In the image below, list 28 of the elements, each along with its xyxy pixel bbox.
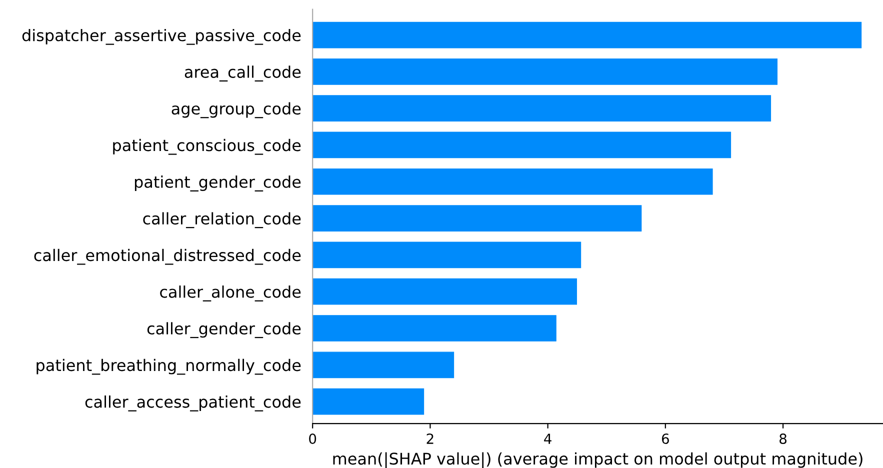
y-tick-label: patient_gender_code <box>134 176 301 192</box>
bar <box>312 95 772 122</box>
bar <box>312 388 424 415</box>
bar <box>312 132 732 158</box>
bar <box>312 315 556 342</box>
y-tick-label: caller_relation_code <box>143 212 301 228</box>
bar <box>312 278 577 305</box>
y-tick-label: caller_access_patient_code <box>85 395 301 412</box>
x-tick-label: 4 <box>544 434 552 444</box>
y-tick-label: dispatcher_assertive_passive_code <box>22 28 301 45</box>
y-tick-label: patient_breathing_normally_code <box>36 358 301 375</box>
y-tick-label: caller_alone_code <box>160 286 301 302</box>
x-tick-label: 8 <box>780 434 786 444</box>
y-tick-label: caller_emotional_distressed_code <box>34 248 301 265</box>
y-tick-label: patient_conscious_code <box>113 138 301 155</box>
x-tick-label: 6 <box>662 434 669 444</box>
y-tick-label: caller_gender_code <box>147 322 301 338</box>
bar <box>312 242 582 268</box>
bar <box>312 22 862 48</box>
x-axis-title: mean(|SHAP value|) (average impact on model output magnitude) <box>333 452 862 468</box>
bar <box>312 168 713 195</box>
bar <box>312 58 778 85</box>
bar <box>312 205 642 232</box>
bar <box>312 352 454 378</box>
y-tick-label: area_call_code <box>184 66 301 82</box>
x-tick-label: 0 <box>309 434 316 444</box>
y-tick-label: age_group_code <box>172 102 301 118</box>
x-tick-label: 2 <box>426 434 434 444</box>
